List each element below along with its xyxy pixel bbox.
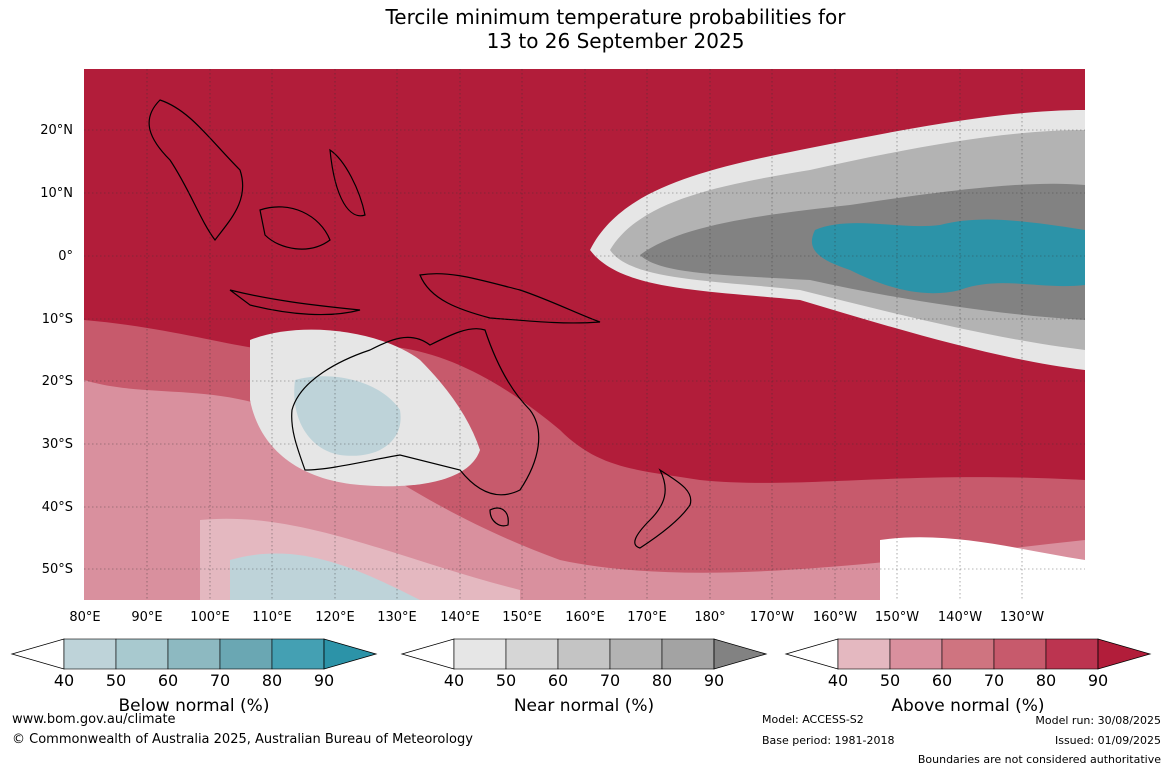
below-normal-west-australia <box>294 376 401 456</box>
near-normal-title: Near normal (%) <box>513 696 655 716</box>
white-region-se <box>880 537 1085 600</box>
lon-label: 140°W <box>937 610 983 625</box>
above-colorbar-segment <box>993 638 1047 670</box>
lat-label: 10°S <box>41 312 73 327</box>
lon-label: 100°E <box>190 610 230 625</box>
above-colorbar-segment <box>889 638 943 670</box>
below-colorbar-min-arrow <box>10 638 65 670</box>
philippines-outline <box>329 148 366 217</box>
map-title-line-1: Tercile minimum temperature probabilitie… <box>385 5 846 29</box>
above-tick: 90 <box>1087 671 1109 690</box>
near-tick: 50 <box>495 671 517 690</box>
new-zealand-outline <box>634 468 692 549</box>
australia-outline <box>291 328 540 496</box>
below-colorbar-max-arrow <box>323 638 378 670</box>
near-tick: 70 <box>599 671 621 690</box>
lat-label: 20°N <box>40 123 73 138</box>
lon-label: 130°W <box>999 610 1045 625</box>
above-colorbar-max-arrow <box>1097 638 1152 670</box>
lon-label: 90°E <box>131 610 163 625</box>
below-tick: 50 <box>105 671 127 690</box>
above-normal-title: Above normal (%) <box>891 696 1045 716</box>
below-colorbar-segment <box>271 638 325 670</box>
below-normal-south <box>230 553 420 600</box>
above-colorbar-segment <box>1045 638 1099 670</box>
lon-label: 170°E <box>627 610 667 625</box>
above-tick: 60 <box>931 671 953 690</box>
near-colorbar-segment <box>661 638 715 670</box>
below-normal-title: Below normal (%) <box>118 696 270 716</box>
near-colorbar-segment <box>453 638 507 670</box>
base-period-text: Base period: 1981-2018 <box>762 734 895 747</box>
near-colorbar-segment <box>609 638 663 670</box>
below-colorbar-segment <box>167 638 221 670</box>
lon-label: 160°W <box>812 610 858 625</box>
lat-label: 50°S <box>41 562 73 577</box>
near-colorbar-segment <box>557 638 611 670</box>
copyright-text: © Commonwealth of Australia 2025, Austra… <box>12 732 473 747</box>
near-colorbar-min-arrow <box>400 638 455 670</box>
lat-label: 20°S <box>41 374 73 389</box>
indonesia-islands-outline <box>229 289 361 316</box>
new-guinea-outline <box>419 273 601 324</box>
above-colorbar-segment <box>941 638 995 670</box>
above-tick: 80 <box>1035 671 1057 690</box>
near-tick: 40 <box>443 671 465 690</box>
lon-label: 80°E <box>69 610 101 625</box>
model-text: Model: ACCESS-S2 <box>762 713 864 726</box>
near-tick: 90 <box>703 671 725 690</box>
above-tick: 70 <box>983 671 1005 690</box>
below-tick: 40 <box>53 671 75 690</box>
near-tick: 60 <box>547 671 569 690</box>
tasmania-outline <box>489 507 509 527</box>
issued-text: Issued: 01/09/2025 <box>1054 734 1161 747</box>
model-run-text: Model run: 30/08/2025 <box>1035 714 1161 727</box>
below-tick: 90 <box>313 671 335 690</box>
above-colorbar-min-arrow <box>784 638 839 670</box>
lat-label: 0° <box>58 249 73 264</box>
lon-label: 110°E <box>252 610 292 625</box>
near-colorbar-segment <box>505 638 559 670</box>
above-tick: 50 <box>879 671 901 690</box>
lon-label: 180° <box>694 610 726 625</box>
lon-label: 160°E <box>565 610 605 625</box>
lat-label: 40°S <box>41 500 73 515</box>
lon-label: 170°W <box>749 610 795 625</box>
near-colorbar-max-arrow <box>713 638 768 670</box>
map-title-line-2: 13 to 26 September 2025 <box>486 29 745 53</box>
lat-label: 30°S <box>41 437 73 452</box>
disclaimer-text: Boundaries are not considered authoritat… <box>917 753 1161 766</box>
above-tick: 40 <box>827 671 849 690</box>
lon-label: 150°W <box>874 610 920 625</box>
borneo-outline <box>259 206 331 250</box>
website-link[interactable]: www.bom.gov.au/climate <box>12 712 176 727</box>
lon-label: 140°E <box>440 610 480 625</box>
graticule <box>84 69 1085 600</box>
below-normal-central-pacific <box>811 219 1085 294</box>
above-colorbar-segment <box>837 638 891 670</box>
below-tick: 60 <box>157 671 179 690</box>
below-tick: 70 <box>209 671 231 690</box>
below-colorbar-segment <box>115 638 169 670</box>
lon-label: 130°E <box>377 610 417 625</box>
below-tick: 80 <box>261 671 283 690</box>
lon-label: 150°E <box>502 610 542 625</box>
below-colorbar-segment <box>63 638 117 670</box>
near-tick: 80 <box>651 671 673 690</box>
lat-label: 10°N <box>40 186 73 201</box>
below-colorbar-segment <box>219 638 273 670</box>
lon-label: 120°E <box>315 610 355 625</box>
